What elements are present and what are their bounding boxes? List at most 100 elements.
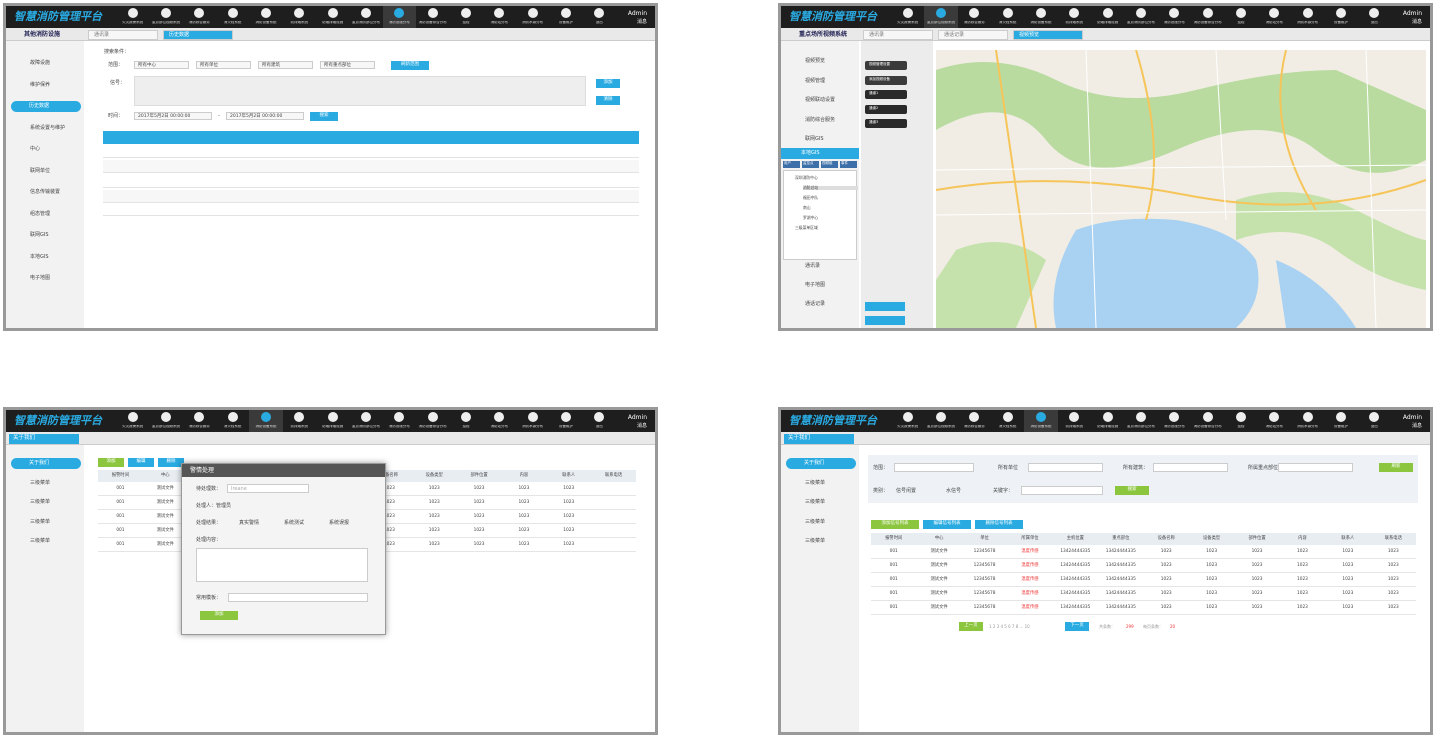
sidebar-item[interactable]: 通话记录 — [805, 301, 826, 307]
sidebar-item[interactable]: 维护保养 — [30, 81, 51, 88]
sidebar-item[interactable]: 三级菜单 — [805, 499, 826, 505]
tool-button[interactable]: 添加视频设备 — [865, 75, 907, 85]
nav-item[interactable]: 消防设施分布 — [382, 6, 416, 28]
tree-node[interactable]: 深圳消防中心 — [795, 175, 818, 180]
nav-item[interactable]: 消防站分布 — [483, 410, 516, 432]
nav-item[interactable]: 消防设备系统 — [249, 410, 283, 432]
select[interactable]: 2017年5月2日 00:00:00 — [226, 112, 304, 120]
nav-item[interactable]: 消防设施分布 — [1158, 410, 1191, 432]
tab[interactable]: 通话记录 — [938, 30, 1008, 40]
nav-item[interactable]: 防烟排烟设施 — [1091, 410, 1124, 432]
nav-item[interactable]: 消防设备系统 — [249, 6, 282, 28]
nav-item[interactable]: 重点部位视频系统 — [924, 6, 958, 28]
tab[interactable]: 通讯录 — [863, 30, 933, 40]
button[interactable]: 添加 — [596, 79, 620, 88]
nav-item[interactable]: 重点消防部位分布 — [349, 410, 382, 432]
sidebar-item[interactable]: 联网GIS — [805, 136, 824, 142]
nav-item[interactable]: 防烟排烟设施 — [316, 6, 349, 28]
sidebar-item[interactable]: 联网单位 — [30, 167, 51, 174]
select[interactable]: 所有中心 — [134, 61, 189, 69]
sidebar-item[interactable]: 三级菜单 — [30, 518, 51, 525]
nav-item[interactable]: 消防综合服务 — [958, 410, 991, 432]
nav-item[interactable]: 消防站分布 — [483, 6, 516, 28]
select[interactable] — [1028, 463, 1103, 472]
nav-item[interactable]: 设备维护 — [1324, 410, 1357, 432]
nav-item[interactable]: 消火栓系统 — [991, 6, 1024, 28]
sidebar-item[interactable]: 视频联动设置 — [805, 97, 836, 103]
nav-item[interactable]: 巡检 — [449, 6, 482, 28]
nav-item[interactable]: 消防设备综合分布 — [1191, 6, 1224, 28]
nav-item[interactable]: 消防综合服务 — [958, 6, 991, 28]
sidebar-item[interactable]: 故障设施 — [30, 60, 51, 66]
textarea[interactable] — [196, 548, 368, 582]
subtab[interactable]: 事件 — [840, 161, 857, 168]
button[interactable]: 编辑 — [128, 458, 154, 467]
nav-item[interactable]: 消防水源分布 — [1291, 410, 1324, 432]
map[interactable] — [936, 50, 1426, 328]
radio[interactable]: 系统测试 — [284, 520, 305, 526]
sidebar-item[interactable]: 中心 — [30, 146, 41, 152]
subtab[interactable]: 监控点 — [802, 161, 819, 168]
sidebar-item[interactable]: 消防综合服务 — [805, 116, 836, 123]
nav-item[interactable]: 重点消防部位分布 — [1124, 6, 1157, 28]
nav-item[interactable]: 消防设备综合分布 — [416, 6, 449, 28]
nav-item[interactable]: 消防综合服务 — [183, 6, 216, 28]
nav-item[interactable]: 巡检 — [1224, 410, 1257, 432]
textarea[interactable] — [134, 76, 586, 106]
nav-item[interactable]: 消火栓系统 — [216, 6, 249, 28]
sidebar-item[interactable]: 三级菜单 — [805, 479, 826, 486]
nav-item[interactable]: 设备维护 — [549, 410, 582, 432]
nav-item[interactable]: 消防设备系统 — [1024, 410, 1058, 432]
tree-node[interactable]: 罗湖中心 — [803, 215, 819, 220]
button[interactable]: 添加 — [200, 611, 238, 620]
input[interactable] — [1021, 486, 1103, 495]
button[interactable]: 清除 — [596, 96, 620, 105]
subtab[interactable]: 视频组 — [821, 161, 838, 168]
select[interactable]: 所有单位 — [196, 61, 251, 69]
input[interactable]: Ireane — [227, 484, 309, 493]
tool-button[interactable]: 通道1 — [865, 90, 907, 99]
button[interactable]: 添加信号列表 — [871, 520, 919, 529]
radio[interactable]: 系统误报 — [329, 520, 350, 526]
nav-item[interactable]: 防排烟系统 — [283, 6, 316, 28]
tree-node[interactable]: 南山 — [803, 205, 811, 210]
tab[interactable]: 通讯录 — [88, 30, 158, 40]
nav-item[interactable]: 消防水源分布 — [516, 410, 549, 432]
sidebar-item[interactable]: 三级菜单 — [30, 499, 51, 505]
nav-item[interactable]: 消防站分布 — [1258, 410, 1291, 432]
nav-item[interactable]: 巡检 — [1224, 6, 1257, 28]
nav-item[interactable]: 消防设施分布 — [1158, 6, 1191, 28]
nav-item[interactable]: 重点消防部位分布 — [349, 6, 382, 28]
nav-item[interactable]: 火灾报警系统 — [116, 6, 149, 28]
tool-button[interactable]: 通道3 — [865, 119, 907, 128]
sidebar-item[interactable]: 联网GIS — [30, 232, 49, 238]
nav-item[interactable]: 消防设备综合分布 — [416, 410, 449, 432]
button[interactable]: 上一页 — [959, 622, 983, 631]
sidebar-item[interactable]: 电子地图 — [805, 282, 826, 288]
nav-item[interactable]: 重点部位视频系统 — [149, 410, 182, 432]
nav-item[interactable]: 退出 — [583, 410, 616, 432]
sidebar-item[interactable]: 组态管理 — [30, 210, 51, 217]
nav-item[interactable]: 防烟排烟设施 — [316, 410, 349, 432]
nav-item[interactable]: 设备维护 — [1324, 6, 1357, 28]
button[interactable]: 添加 — [98, 458, 124, 467]
subtab[interactable]: 用户 — [783, 161, 800, 168]
tool-button[interactable]: 视频管理设置 — [865, 61, 907, 70]
select[interactable]: 所有建筑 — [258, 61, 313, 69]
tab[interactable]: 视频预览 — [1013, 30, 1083, 40]
tree-node[interactable]: 消防总站 — [803, 186, 858, 190]
button[interactable]: 删除信号列表 — [975, 520, 1023, 529]
select[interactable] — [1153, 463, 1228, 472]
nav-item[interactable]: 防排烟系统 — [1058, 410, 1091, 432]
tool-button[interactable]: 通道2 — [865, 104, 907, 114]
nav-item[interactable]: 巡检 — [449, 410, 482, 432]
tab[interactable]: 关于我们 — [9, 434, 79, 444]
button[interactable]: 搜索 — [1115, 486, 1149, 495]
button[interactable]: 删除 — [158, 458, 184, 467]
nav-item[interactable]: 防排烟系统 — [1058, 6, 1091, 28]
sidebar-item[interactable]: 视频管理 — [805, 77, 826, 84]
button[interactable]: 刷新范围 — [391, 61, 429, 70]
button[interactable] — [865, 316, 905, 325]
sidebar-item[interactable]: 通讯录 — [805, 263, 821, 269]
sidebar-item[interactable]: 历史数据 — [11, 101, 81, 112]
